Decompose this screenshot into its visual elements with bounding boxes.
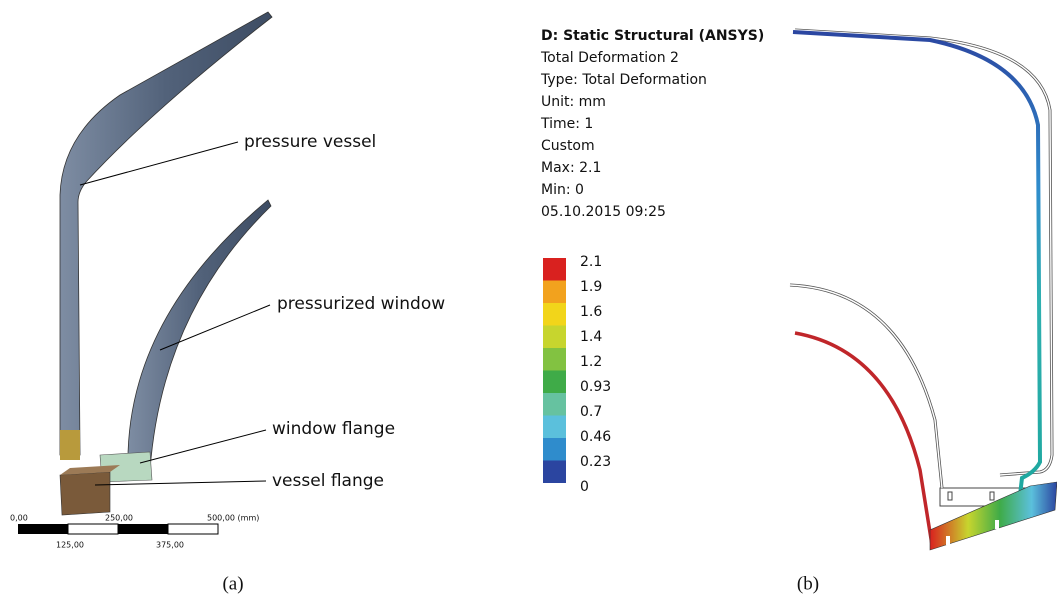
scale-label: 375,00: [156, 541, 184, 550]
header-line: 05.10.2015 09:25: [541, 204, 666, 220]
legend-label: 0.93: [580, 379, 611, 395]
header-line: D: Static Structural (ANSYS): [541, 28, 764, 44]
legend-label: 0: [580, 479, 589, 495]
label: pressurized window: [277, 294, 445, 314]
legend-label: 1.6: [580, 304, 602, 320]
legend-swatch: [543, 348, 566, 371]
header-line: Unit: mm: [541, 94, 606, 110]
legend-swatch: [543, 438, 566, 461]
header-line: Min: 0: [541, 182, 584, 198]
scale-bar: [18, 524, 218, 534]
legend-label: 1.9: [580, 279, 602, 295]
legend-label: 1.4: [580, 329, 602, 345]
legend-label: 0.23: [580, 454, 611, 470]
header-line: Total Deformation 2: [540, 50, 679, 66]
legend-swatch: [543, 326, 566, 349]
legend-swatch: [543, 303, 566, 326]
legend-label: 2.1: [580, 254, 602, 270]
legend-swatch: [543, 371, 566, 394]
scale-label: 500,00 (mm): [207, 514, 259, 523]
leader-line: [95, 481, 266, 485]
legend-swatch: [543, 461, 566, 484]
scale-label: 125,00: [56, 541, 84, 550]
legend-label: 1.2: [580, 354, 602, 370]
legend-swatch: [543, 281, 566, 304]
label: pressure vessel: [244, 132, 376, 152]
legend-label: 0.46: [580, 429, 611, 445]
figure: pressure vessel pressurized window windo…: [0, 0, 1057, 601]
header-line: Type: Total Deformation: [540, 72, 707, 88]
legend-swatch: [543, 258, 566, 281]
scale-label: 0,00: [10, 514, 28, 523]
caption: (a): [222, 573, 243, 594]
header-line: Max: 2.1: [541, 160, 601, 176]
leader-line: [140, 430, 266, 463]
legend-swatch: [543, 416, 566, 439]
scale-label: 250,00: [105, 514, 133, 523]
deformation-plot: [790, 30, 1057, 550]
color-legend: 2.1 1.9 1.6 1.4 1.2 0.93 0.7 0.46 0.23 0: [543, 254, 611, 495]
model-3d: [60, 12, 272, 515]
header-line: Time: 1: [540, 116, 593, 132]
result-header: D: Static Structural (ANSYS) Total Deform…: [540, 28, 764, 220]
label: vessel flange: [272, 471, 384, 491]
header-line: Custom: [541, 138, 595, 154]
label: window flange: [272, 419, 395, 439]
legend-label: 0.7: [580, 404, 602, 420]
legend-swatch: [543, 393, 566, 416]
caption: (b): [797, 573, 819, 594]
